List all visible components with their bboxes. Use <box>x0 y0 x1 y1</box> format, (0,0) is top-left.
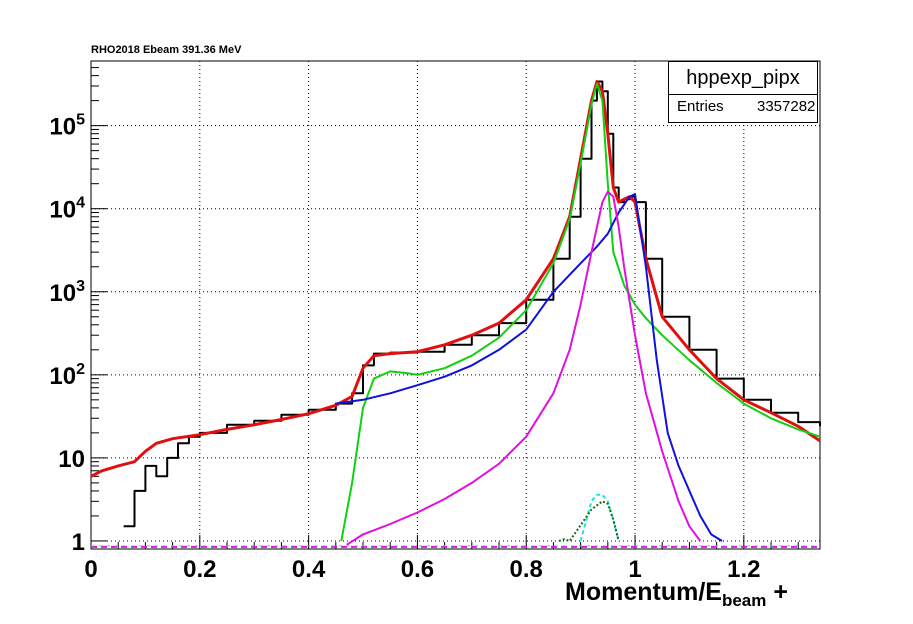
chart-title: RHO2018 Ebeam 391.36 MeV <box>91 44 242 56</box>
series-line-3 <box>335 193 723 542</box>
entries-label: Entries <box>677 98 724 115</box>
x-tick-label: 1 <box>628 556 641 583</box>
x-tick-label: 1.2 <box>727 556 760 583</box>
y-tick-label: 1 <box>72 529 85 556</box>
x-axis-title: Momentum/Ebeam + <box>565 578 788 611</box>
y-tick-label: 104 <box>49 195 85 224</box>
x-axis-title-main: Momentum/E <box>565 578 722 606</box>
y-tick-label: 102 <box>49 361 85 390</box>
x-tick-label: 0.2 <box>183 556 216 583</box>
x-tick-label: 0.4 <box>292 556 326 583</box>
x-axis-title-sub: beam <box>721 591 767 610</box>
entries-value: 3357282 <box>757 98 816 115</box>
y-tick-label: 103 <box>49 278 85 307</box>
stats-box: hppexp_pipx Entries 3357282 <box>668 61 818 123</box>
series-line-1 <box>90 80 821 478</box>
histogram-name: hppexp_pipx <box>669 62 817 95</box>
plot-frame <box>90 60 821 550</box>
x-tick-label: 0.6 <box>401 556 434 583</box>
x-tick-label: 0 <box>84 556 97 583</box>
series-line-6 <box>558 500 620 542</box>
y-tick-label: 10 <box>58 446 85 473</box>
series-line-4 <box>346 190 702 546</box>
x-tick-label: 0.8 <box>510 556 543 583</box>
y-tick-label: 105 <box>49 112 85 141</box>
series-line-2 <box>340 82 821 542</box>
x-axis-title-suffix: + <box>766 578 788 606</box>
